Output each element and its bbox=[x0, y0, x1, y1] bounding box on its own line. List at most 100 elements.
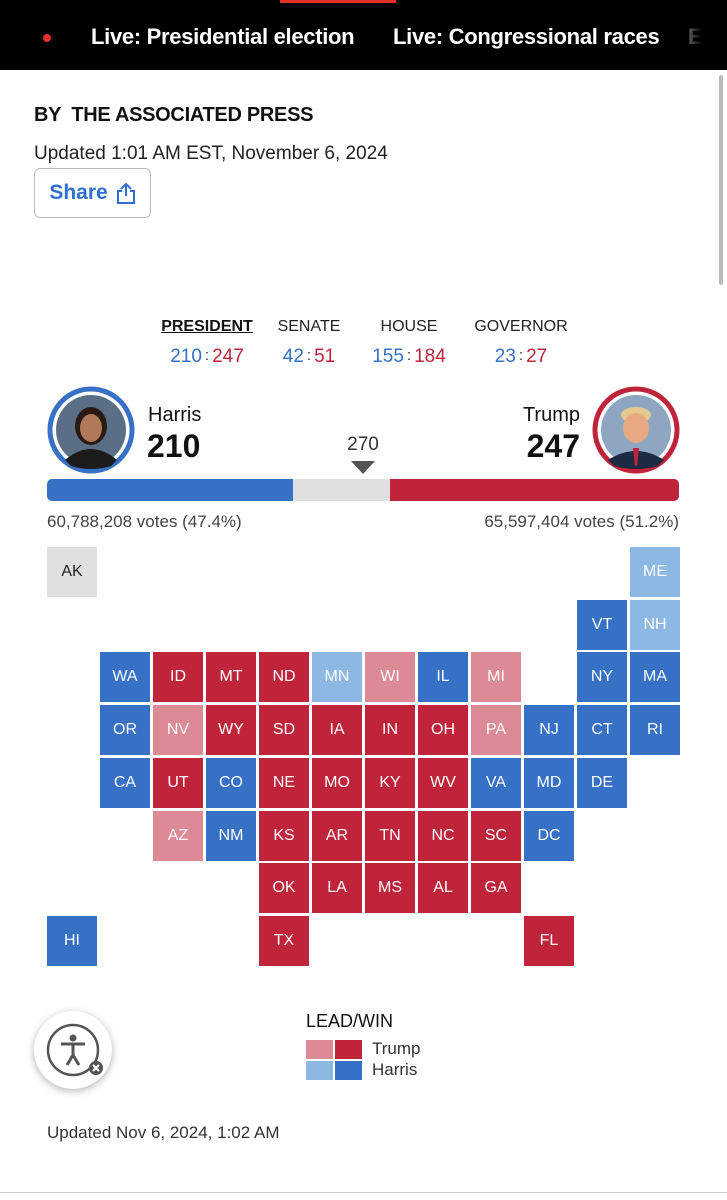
state-tile: WA bbox=[100, 652, 150, 703]
legend-label: Trump bbox=[372, 1039, 421, 1058]
state-tile: WI bbox=[365, 652, 415, 703]
race-tab[interactable]: PRESIDENT 210:247 bbox=[147, 318, 267, 368]
trump-photo bbox=[592, 386, 680, 474]
state-tile: MS bbox=[365, 863, 415, 914]
state-tile: MO bbox=[312, 757, 362, 808]
share-icon bbox=[116, 182, 135, 204]
state-tile: UT bbox=[153, 757, 203, 808]
tab-label: SENATE bbox=[277, 318, 341, 335]
legend-swatch bbox=[335, 1040, 362, 1059]
tab-count: 42:51 bbox=[283, 346, 335, 367]
dem-count: 23 bbox=[494, 346, 516, 367]
threshold-marker bbox=[351, 461, 375, 474]
legend-swatch bbox=[335, 1061, 362, 1080]
state-tile: NM bbox=[206, 810, 256, 861]
popular-vote: 65,597,404 votes (51.2%) bbox=[484, 512, 679, 531]
electoral-votes: 247 bbox=[526, 428, 580, 464]
state-tile: MD bbox=[524, 757, 574, 808]
state-tile: MA bbox=[630, 652, 680, 703]
tab-label: GOVERNOR bbox=[474, 318, 568, 335]
state-tile: VT bbox=[577, 599, 627, 650]
share-button[interactable]: Share bbox=[34, 168, 151, 218]
nav-link[interactable]: Live: Congressional races bbox=[393, 24, 660, 49]
tab-count: 155:184 bbox=[372, 346, 446, 367]
legend-title: LEAD/WIN bbox=[306, 1011, 394, 1031]
harris-bar bbox=[47, 479, 293, 501]
state-tile: DE bbox=[577, 757, 627, 808]
legend-swatch bbox=[306, 1040, 333, 1059]
accessibility-button[interactable] bbox=[34, 1011, 112, 1089]
dem-count: 155 bbox=[372, 346, 404, 367]
state-tile: OH bbox=[418, 705, 468, 756]
race-tab[interactable]: SENATE 42:51 bbox=[249, 318, 369, 368]
state-tile: NV bbox=[153, 705, 203, 756]
legend-swatch bbox=[306, 1061, 333, 1080]
footer-updated: Updated Nov 6, 2024, 1:02 AM bbox=[47, 1123, 280, 1142]
tab-count: 23:27 bbox=[495, 346, 547, 367]
state-tile: AR bbox=[312, 810, 362, 861]
tab-label: HOUSE bbox=[380, 318, 438, 335]
trump-bar bbox=[389, 479, 679, 501]
candidate-name: Trump bbox=[522, 404, 580, 426]
state-tile: TX bbox=[259, 915, 309, 966]
active-indicator bbox=[280, 0, 396, 3]
state-tile: MN bbox=[312, 652, 362, 703]
state-tile: OK bbox=[259, 863, 309, 914]
state-tile: FL bbox=[524, 915, 574, 966]
separator: : bbox=[406, 347, 412, 364]
candidate-name: Harris bbox=[148, 404, 202, 426]
state-tile: HI bbox=[47, 915, 97, 966]
electoral-votes: 210 bbox=[147, 428, 201, 464]
state-tile: KY bbox=[365, 757, 415, 808]
legend-label: Harris bbox=[372, 1060, 418, 1079]
state-tile: MI bbox=[471, 652, 521, 703]
rep-count: 51 bbox=[314, 346, 336, 367]
state-tile: NH bbox=[630, 599, 680, 650]
popular-vote: 60,788,208 votes (47.4%) bbox=[47, 512, 242, 531]
share-label: Share bbox=[49, 181, 108, 204]
separator: : bbox=[204, 347, 210, 364]
state-tile: CA bbox=[100, 757, 150, 808]
state-tile: SD bbox=[259, 705, 309, 756]
state-tile: PA bbox=[471, 705, 521, 756]
state-tile: IN bbox=[365, 705, 415, 756]
divider bbox=[0, 1192, 727, 1193]
fade bbox=[665, 0, 727, 70]
state-tile: IL bbox=[418, 652, 468, 703]
race-tab[interactable]: GOVERNOR 23:27 bbox=[461, 318, 581, 368]
state-tile: DC bbox=[524, 810, 574, 861]
updated: Updated 1:01 AM EST, November 6, 2024 bbox=[34, 143, 388, 164]
dem-count: 42 bbox=[282, 346, 304, 367]
top-nav: Live: Presidential election Live: Congre… bbox=[0, 0, 727, 70]
tab-label: PRESIDENT bbox=[161, 318, 253, 335]
byline: BY THE ASSOCIATED PRESS bbox=[34, 104, 314, 126]
race-tab[interactable]: HOUSE 155:184 bbox=[349, 318, 469, 368]
rep-count: 184 bbox=[414, 346, 446, 367]
state-tile: CT bbox=[577, 705, 627, 756]
state-tile: NC bbox=[418, 810, 468, 861]
electoral-bar bbox=[47, 479, 679, 501]
state-tile: ND bbox=[259, 652, 309, 703]
state-tile: TN bbox=[365, 810, 415, 861]
scrollbar bbox=[719, 75, 723, 285]
state-tile: NE bbox=[259, 757, 309, 808]
state-tile: NY bbox=[577, 652, 627, 703]
rep-count: 247 bbox=[212, 346, 244, 367]
live-dot bbox=[43, 34, 51, 42]
nav-link[interactable]: Live: Presidential election bbox=[91, 24, 355, 49]
state-tile: AK bbox=[47, 547, 97, 597]
state-tile: LA bbox=[312, 863, 362, 914]
state-tile: MT bbox=[206, 652, 256, 703]
state-tile: SC bbox=[471, 810, 521, 861]
state-tile: ME bbox=[630, 547, 680, 597]
harris-photo bbox=[47, 386, 135, 474]
state-tile: RI bbox=[630, 705, 680, 756]
state-tile: IA bbox=[312, 705, 362, 756]
state-tile: AL bbox=[418, 863, 468, 914]
state-tile: ID bbox=[153, 652, 203, 703]
state-tile: OR bbox=[100, 705, 150, 756]
state-tile: VA bbox=[471, 757, 521, 808]
dem-count: 210 bbox=[170, 346, 202, 367]
state-tile: CO bbox=[206, 757, 256, 808]
